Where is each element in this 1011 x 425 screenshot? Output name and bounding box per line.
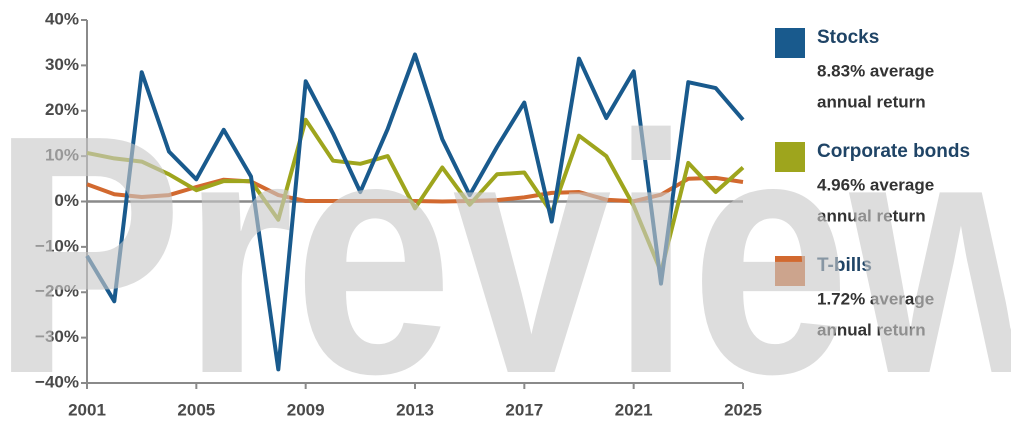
legend-note: annual return: [817, 92, 926, 111]
legend-note: annual return: [817, 320, 926, 339]
legend-swatch: [775, 142, 805, 172]
x-tick-label: 2001: [68, 400, 106, 419]
y-tick-label: −40%: [35, 372, 79, 391]
x-tick-label: 2009: [287, 400, 325, 419]
legend-name: Stocks: [817, 27, 879, 48]
legend-note: 4.96% average: [817, 175, 934, 194]
y-tick-label: 10%: [45, 146, 79, 165]
legend-note: 1.72% average: [817, 289, 934, 308]
x-tick-label: 2013: [396, 400, 434, 419]
y-tick-label: 20%: [45, 100, 79, 119]
legend-swatch: [775, 256, 805, 286]
series-line: [86, 117, 745, 274]
y-tick-label: −10%: [35, 236, 79, 255]
legend-name: T-bills: [817, 255, 872, 276]
y-tick-label: −20%: [35, 282, 79, 301]
legend-swatch: [775, 28, 805, 58]
legend-name: Corporate bonds: [817, 141, 970, 162]
x-tick-label: 2025: [724, 400, 762, 419]
watermark: Preview: [0, 65, 1011, 425]
y-tick-label: 40%: [45, 9, 79, 28]
series-line: [85, 52, 745, 372]
y-tick-label: −30%: [35, 327, 79, 346]
legend-note: 8.83% average: [817, 61, 934, 80]
legend-note: annual return: [817, 206, 926, 225]
y-tick-label: 30%: [45, 55, 79, 74]
y-tick-label: 0%: [54, 191, 79, 210]
x-tick-label: 2021: [615, 400, 653, 419]
x-tick-label: 2017: [505, 400, 543, 419]
x-tick-label: 2005: [177, 400, 215, 419]
series-line: [86, 175, 744, 204]
